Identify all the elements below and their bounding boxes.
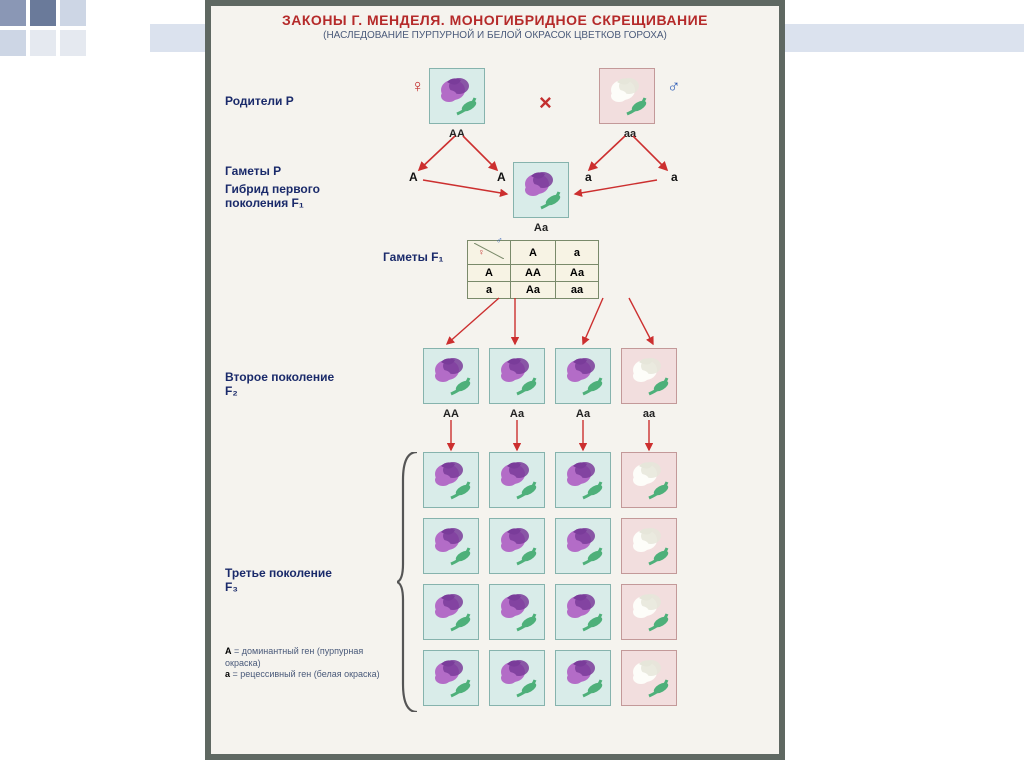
f2-box-0 [423, 348, 479, 404]
deco-squares [0, 0, 86, 56]
male-symbol: ♂ [667, 76, 681, 97]
f3-box-0-1 [489, 452, 545, 508]
f3-box-1-1 [489, 518, 545, 574]
f3-box-3-2 [555, 650, 611, 706]
f3-row-2 [423, 584, 677, 640]
label-gametes-f1: Гаметы F₁ [383, 250, 443, 264]
cross-symbol: × [539, 90, 552, 116]
brace-icon [397, 452, 421, 712]
f3-box-2-0 [423, 584, 479, 640]
f3-box-2-2 [555, 584, 611, 640]
arrow-punnett-to-f2 [443, 294, 703, 350]
parent-female-box [429, 68, 485, 124]
poster-subtitle: (НАСЛЕДОВАНИЕ ПУРПУРНОЙ И БЕЛОЙ ОКРАСОК … [221, 30, 769, 41]
legend-rec-symbol: а [225, 669, 230, 679]
flower-purple-icon [429, 656, 473, 700]
mendel-poster: ЗАКОНЫ Г. МЕНДЕЛЯ. МОНОГИБРИДНОЕ СКРЕЩИВ… [205, 0, 785, 760]
f3-box-1-0 [423, 518, 479, 574]
f3-box-1-2 [555, 518, 611, 574]
f3-box-2-1 [489, 584, 545, 640]
punnett-male-icon: ♂ [496, 235, 503, 245]
f2-box-2 [555, 348, 611, 404]
flower-purple-icon [495, 354, 539, 398]
flower-white-icon [627, 458, 671, 502]
f3-box-1-3 [621, 518, 677, 574]
arrow-gametes-to-f1 [411, 174, 671, 204]
female-symbol: ♀ [411, 76, 425, 97]
gamete-p-m2: а [671, 170, 678, 184]
legend-dom-text: доминантный ген (пурпурная окраска) [225, 646, 363, 668]
punnett-cell-01: Аа [555, 265, 598, 282]
punnett-col-0: А [511, 241, 556, 265]
punnett-row-0: А [468, 265, 511, 282]
flower-purple-icon [495, 590, 539, 634]
label-parents: Родители Р [225, 94, 294, 108]
punnett-square: ♀ ♂ А а А АА Аа а Аа аа [467, 240, 599, 299]
f2-box-1 [489, 348, 545, 404]
label-gen2: Второе поколение F₂ [225, 370, 345, 399]
f3-row-0 [423, 452, 677, 508]
label-gametes-p: Гаметы Р [225, 164, 281, 178]
flower-white-icon [605, 74, 649, 118]
f3-box-0-2 [555, 452, 611, 508]
arrow-f2-to-f3 [429, 416, 689, 456]
legend: А = доминантный ген (пурпурная окраска) … [225, 646, 385, 681]
punnett-cell-00: АА [511, 265, 556, 282]
flower-purple-icon [429, 354, 473, 398]
flower-purple-icon [561, 590, 605, 634]
f3-box-3-0 [423, 650, 479, 706]
f2-box-3 [621, 348, 677, 404]
punnett-col-1: а [555, 241, 598, 265]
f2-row [423, 348, 677, 404]
f3-box-3-3 [621, 650, 677, 706]
flower-purple-icon [429, 524, 473, 568]
flower-purple-icon [561, 524, 605, 568]
f3-box-2-3 [621, 584, 677, 640]
flower-white-icon [627, 656, 671, 700]
flower-purple-icon [495, 524, 539, 568]
f3-row-3 [423, 650, 677, 706]
label-hybrid-f1: Гибрид первого поколения F₁ [225, 182, 365, 211]
flower-purple-icon [495, 656, 539, 700]
f3-box-0-3 [621, 452, 677, 508]
poster-title: ЗАКОНЫ Г. МЕНДЕЛЯ. МОНОГИБРИДНОЕ СКРЕЩИВ… [221, 12, 769, 28]
legend-dom-symbol: А [225, 646, 232, 656]
flower-purple-icon [561, 656, 605, 700]
punnett-female-icon: ♀ [478, 247, 485, 257]
flower-purple-icon [435, 74, 479, 118]
f3-box-0-0 [423, 452, 479, 508]
flower-purple-icon [429, 458, 473, 502]
parent-male-box [599, 68, 655, 124]
f3-box-3-1 [489, 650, 545, 706]
f1-geno: Аа [527, 222, 555, 234]
f3-row-1 [423, 518, 677, 574]
flower-white-icon [627, 354, 671, 398]
label-gen3: Третье поколение F₃ [225, 566, 345, 595]
flower-purple-icon [561, 458, 605, 502]
flower-purple-icon [495, 458, 539, 502]
flower-white-icon [627, 590, 671, 634]
flower-purple-icon [429, 590, 473, 634]
legend-rec-text: рецессивный ген (белая окраска) [240, 669, 379, 679]
flower-purple-icon [561, 354, 605, 398]
flower-white-icon [627, 524, 671, 568]
